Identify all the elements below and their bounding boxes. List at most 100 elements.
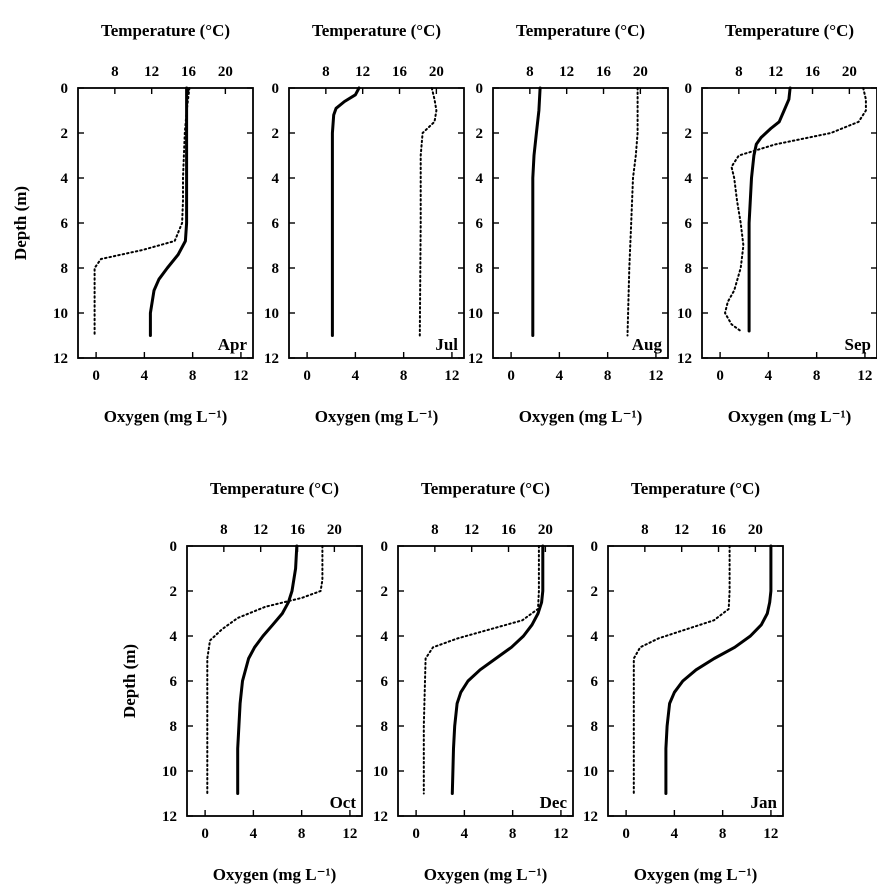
month-label: Oct xyxy=(330,793,357,812)
plot-frame xyxy=(187,546,362,816)
x-tick-label-top: 8 xyxy=(220,522,228,538)
y-tick-label: 8 xyxy=(381,719,389,735)
x-tick-label-top: 16 xyxy=(501,522,517,538)
y-tick-label: 8 xyxy=(272,261,280,277)
oxygen-profile xyxy=(533,88,540,336)
temperature-axis-title: Temperature (°C) xyxy=(312,21,441,40)
x-tick-label-bottom: 8 xyxy=(604,368,612,384)
x-tick-label-top: 20 xyxy=(218,64,233,80)
x-tick-label-bottom: 8 xyxy=(400,368,408,384)
x-tick-label-top: 8 xyxy=(735,64,743,80)
plot-frame xyxy=(493,88,668,358)
y-tick-label: 8 xyxy=(170,719,178,735)
x-tick-label-bottom: 8 xyxy=(719,826,727,842)
temperature-axis-title: Temperature (°C) xyxy=(210,479,339,498)
x-tick-label-top: 20 xyxy=(633,64,648,80)
temperature-axis-title: Temperature (°C) xyxy=(101,21,230,40)
y-tick-label: 0 xyxy=(591,539,599,555)
x-tick-label-top: 8 xyxy=(641,522,649,538)
oxygen-profile xyxy=(238,546,297,794)
panel-oct: 0 2 4 6 8 10 12 0 4 8 12 8 12 16 20 Oct Temperature (°C)… xyxy=(120,479,362,884)
x-tick-label-top: 12 xyxy=(253,522,268,538)
y-tick-label: 12 xyxy=(677,351,692,367)
x-tick-label-top: 16 xyxy=(392,64,408,80)
y-tick-label: 6 xyxy=(685,216,693,232)
x-tick-label-bottom: 12 xyxy=(553,826,568,842)
panel-aug: 0 2 4 6 8 10 12 0 4 8 12 8 12 16 20 Aug Temperature (°C)… xyxy=(468,21,668,426)
month-label: Dec xyxy=(540,793,568,812)
oxygen-axis-title: Oxygen (mg L⁻¹) xyxy=(634,865,758,884)
temperature-profile xyxy=(634,546,730,794)
y-tick-label: 6 xyxy=(381,674,389,690)
oxygen-axis-title: Oxygen (mg L⁻¹) xyxy=(213,865,337,884)
y-tick-label: 0 xyxy=(170,539,178,555)
panel-jan: 0 2 4 6 8 10 12 0 4 8 12 8 12 16 20 Jan Temperature (°C)… xyxy=(583,479,783,884)
x-tick-label-bottom: 12 xyxy=(648,368,663,384)
x-tick-label-top: 16 xyxy=(181,64,197,80)
x-tick-label-bottom: 12 xyxy=(857,368,872,384)
y-tick-label: 2 xyxy=(476,126,484,142)
x-tick-label-bottom: 4 xyxy=(352,368,360,384)
y-tick-label: 4 xyxy=(476,171,484,187)
y-tick-label: 10 xyxy=(162,764,177,780)
month-label: Jul xyxy=(435,335,458,354)
temperature-axis-title: Temperature (°C) xyxy=(516,21,645,40)
y-tick-label: 12 xyxy=(468,351,483,367)
temperature-profile xyxy=(628,88,638,336)
x-tick-label-top: 16 xyxy=(711,522,727,538)
x-tick-label-bottom: 0 xyxy=(622,826,630,842)
x-tick-label-bottom: 0 xyxy=(412,826,420,842)
oxygen-axis-title: Oxygen (mg L⁻¹) xyxy=(728,407,852,426)
x-tick-label-bottom: 0 xyxy=(716,368,724,384)
y-tick-label: 8 xyxy=(591,719,599,735)
x-tick-label-bottom: 4 xyxy=(250,826,258,842)
x-tick-label-bottom: 4 xyxy=(141,368,149,384)
y-tick-label: 10 xyxy=(468,306,483,322)
y-tick-label: 4 xyxy=(170,629,178,645)
x-tick-label-top: 20 xyxy=(429,64,444,80)
y-tick-label: 2 xyxy=(272,126,280,142)
x-tick-label-bottom: 12 xyxy=(233,368,248,384)
y-tick-label: 4 xyxy=(381,629,389,645)
temperature-axis-title: Temperature (°C) xyxy=(421,479,550,498)
oxygen-axis-title: Oxygen (mg L⁻¹) xyxy=(519,407,643,426)
y-tick-label: 2 xyxy=(61,126,69,142)
y-tick-label: 0 xyxy=(272,81,280,97)
x-tick-label-bottom: 0 xyxy=(507,368,515,384)
x-tick-label-top: 20 xyxy=(327,522,342,538)
oxygen-axis-title: Oxygen (mg L⁻¹) xyxy=(104,407,228,426)
oxygen-profile xyxy=(452,546,543,794)
oxygen-profile xyxy=(749,88,790,331)
x-tick-label-top: 20 xyxy=(748,522,763,538)
y-tick-label: 0 xyxy=(476,81,484,97)
month-label: Aug xyxy=(632,335,663,354)
month-label: Sep xyxy=(845,335,871,354)
y-tick-label: 4 xyxy=(272,171,280,187)
x-tick-label-top: 12 xyxy=(464,522,479,538)
oxygen-profile xyxy=(150,88,186,336)
temperature-profile xyxy=(95,88,190,336)
x-tick-label-bottom: 4 xyxy=(556,368,564,384)
x-tick-label-top: 16 xyxy=(805,64,821,80)
y-tick-label: 12 xyxy=(583,809,598,825)
y-tick-label: 2 xyxy=(170,584,178,600)
temperature-axis-title: Temperature (°C) xyxy=(631,479,760,498)
y-tick-label: 0 xyxy=(381,539,389,555)
depth-axis-title: Depth (m) xyxy=(11,186,30,260)
y-tick-label: 0 xyxy=(61,81,69,97)
x-tick-label-top: 8 xyxy=(431,522,439,538)
x-tick-label-top: 8 xyxy=(111,64,119,80)
x-tick-label-top: 8 xyxy=(322,64,330,80)
y-tick-label: 8 xyxy=(61,261,69,277)
oxygen-axis-title: Oxygen (mg L⁻¹) xyxy=(424,865,548,884)
plot-frame xyxy=(289,88,464,358)
y-tick-label: 6 xyxy=(170,674,178,690)
oxygen-profile xyxy=(666,546,771,794)
month-label: Jan xyxy=(751,793,778,812)
x-tick-label-top: 12 xyxy=(144,64,159,80)
x-tick-label-bottom: 12 xyxy=(763,826,778,842)
x-tick-label-top: 12 xyxy=(768,64,783,80)
x-tick-label-bottom: 0 xyxy=(201,826,209,842)
x-tick-label-top: 20 xyxy=(538,522,553,538)
